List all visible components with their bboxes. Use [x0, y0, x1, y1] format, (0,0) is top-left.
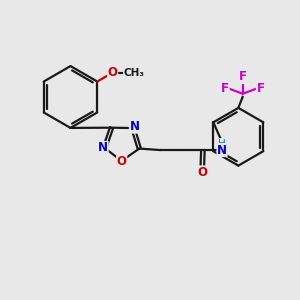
Text: F: F — [256, 82, 264, 95]
Text: O: O — [108, 66, 118, 79]
Text: N: N — [98, 142, 108, 154]
Text: N: N — [217, 144, 227, 157]
Text: F: F — [221, 82, 229, 95]
Text: N: N — [130, 120, 140, 133]
Text: F: F — [239, 70, 247, 83]
Text: O: O — [117, 155, 127, 168]
Text: H: H — [218, 139, 226, 148]
Text: O: O — [197, 166, 207, 179]
Text: CH₃: CH₃ — [124, 68, 145, 78]
